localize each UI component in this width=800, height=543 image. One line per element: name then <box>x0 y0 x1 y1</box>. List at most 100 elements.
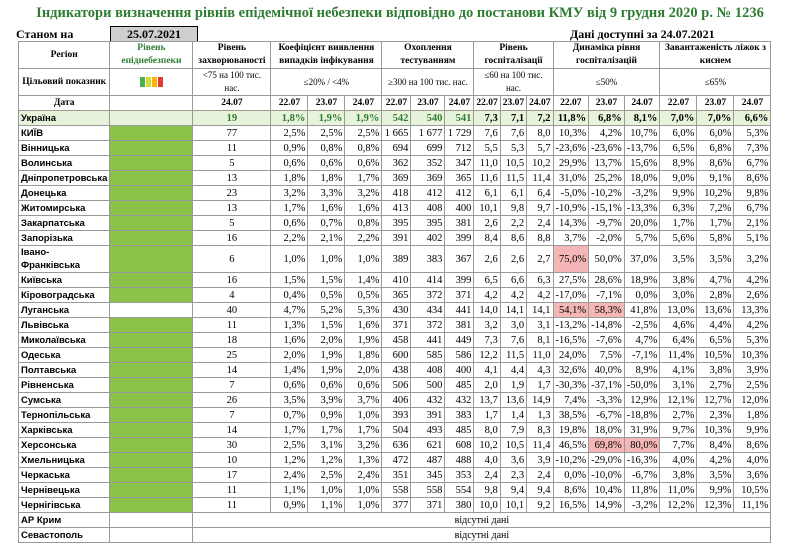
detection-cell: 0,6% <box>270 155 309 171</box>
dyn-cell: 19,8% <box>552 422 590 438</box>
level-cell <box>109 110 194 126</box>
dyn-cell: -7,6% <box>588 332 625 348</box>
beds-cell: 7,3% <box>733 140 772 156</box>
dyn-cell: -13,3% <box>623 200 661 216</box>
detection-cell: 1,7% <box>270 422 309 438</box>
testing-cell: 371 <box>410 497 446 513</box>
dyn-cell: 18,0% <box>623 170 661 186</box>
detection-cell: 3,2% <box>344 437 383 453</box>
detection-cell: 0,7% <box>270 407 309 423</box>
hosp-cell: 10,2 <box>526 155 554 171</box>
region-name: Кіровоградська <box>17 287 111 303</box>
testing-cell: 699 <box>410 140 446 156</box>
testing-cell: 345 <box>410 467 446 483</box>
detection-cell: 1,9% <box>307 347 346 363</box>
hosp-cell: 1,4 <box>499 407 528 423</box>
detection-cell: 0,5% <box>307 287 346 303</box>
region-row: Сумська 26 3,5% 3,9% 3,7% 406 432 432 13,7 13,6 14… <box>17 392 772 408</box>
detection-cell: 1,0% <box>270 245 309 273</box>
dyn-cell: -16,5% <box>552 332 590 348</box>
testing-cell: 585 <box>410 347 446 363</box>
date-cell: 22.07 <box>552 95 590 111</box>
detection-cell: 1,6% <box>270 332 309 348</box>
table-body: Україна 19 1,8% 1,9% 1,9% 542 540 541 7,… <box>17 110 772 543</box>
testing-cell: 400 <box>444 362 475 378</box>
beds-cell: 4,1% <box>659 362 698 378</box>
dyn-cell: 18,9% <box>623 272 661 288</box>
detection-cell: 0,8% <box>344 140 383 156</box>
hosp-cell: 12,2 <box>473 347 501 363</box>
hosp-cell: 11,0 <box>473 155 501 171</box>
beds-cell: 10,5% <box>733 482 772 498</box>
beds-cell: 4,6% <box>659 317 698 333</box>
hosp-cell: 8,1 <box>526 332 554 348</box>
testing-cell: 372 <box>410 287 446 303</box>
hosp-cell: 4,3 <box>526 362 554 378</box>
dyn-cell: -2,0% <box>588 230 625 246</box>
detection-cell: 2,4% <box>270 467 309 483</box>
incidence-cell: 5 <box>192 215 272 231</box>
beds-cell: 11,0% <box>659 482 698 498</box>
incidence-cell: 7 <box>192 407 272 423</box>
detection-cell: 1,8% <box>270 110 309 126</box>
target-detection: ≤20% / <4% <box>270 68 383 96</box>
hosp-cell: 3,1 <box>526 317 554 333</box>
detection-cell: 1,5% <box>270 272 309 288</box>
level-cell <box>109 230 194 246</box>
testing-cell: 600 <box>381 347 412 363</box>
beds-cell: 6,4% <box>659 332 698 348</box>
detection-cell: 0,6% <box>270 215 309 231</box>
region-row: Харківська 14 1,7% 1,7% 1,7% 504 493 485 8,0 7,9 8… <box>17 422 772 438</box>
region-row: Чернівецька 11 1,1% 1,0% 1,0% 558 558 554 9,8 9,4… <box>17 482 772 498</box>
beds-cell: 6,7% <box>733 200 772 216</box>
detection-cell: 2,2% <box>270 230 309 246</box>
hosp-cell: 6,1 <box>473 185 501 201</box>
hosp-cell: 2,0 <box>473 377 501 393</box>
testing-cell: 353 <box>444 467 475 483</box>
detection-cell: 3,9% <box>307 392 346 408</box>
date-cell: 24.07 <box>623 95 661 111</box>
dyn-cell: 10,7% <box>623 125 661 141</box>
beds-cell: 6,3% <box>659 200 698 216</box>
testing-cell: 412 <box>410 185 446 201</box>
testing-cell: 500 <box>410 377 446 393</box>
hosp-cell: 9,4 <box>499 482 528 498</box>
testing-cell: 485 <box>444 377 475 393</box>
page-title: Індикатори визначення рівнів епідемічної… <box>0 0 800 26</box>
testing-cell: 636 <box>381 437 412 453</box>
beds-cell: 3,5% <box>696 467 735 483</box>
dyn-cell: 5,7% <box>623 230 661 246</box>
region-name: Львівська <box>17 317 111 333</box>
testing-cell: 554 <box>444 482 475 498</box>
region-name: Тернопільська <box>17 407 111 423</box>
dyn-cell: 11,8% <box>552 110 590 126</box>
hosp-cell: 7,1 <box>499 110 528 126</box>
date-cell: 22.07 <box>473 95 501 111</box>
testing-cell: 472 <box>381 452 412 468</box>
dyn-cell: -23,6% <box>588 140 625 156</box>
legend-swatch <box>151 77 157 87</box>
beds-cell: 3,5% <box>696 245 735 273</box>
hosp-cell: 1,7 <box>473 407 501 423</box>
region-name: КИЇВ <box>17 125 111 141</box>
date-cell: 22.07 <box>270 95 309 111</box>
date-level <box>109 95 194 111</box>
testing-cell: 558 <box>381 482 412 498</box>
date-cell: 24.07 <box>344 95 383 111</box>
detection-cell: 3,3% <box>307 185 346 201</box>
beds-cell: 3,9% <box>733 362 772 378</box>
hosp-cell: 8,0 <box>473 422 501 438</box>
detection-cell: 2,2% <box>344 230 383 246</box>
detection-cell: 2,5% <box>270 125 309 141</box>
dyn-cell: 69,8% <box>588 437 625 453</box>
detection-cell: 0,6% <box>307 155 346 171</box>
region-name: Хмельницька <box>17 452 111 468</box>
testing-cell: 493 <box>410 422 446 438</box>
beds-cell: 6,7% <box>733 155 772 171</box>
region-name: Миколаївська <box>17 332 111 348</box>
testing-cell: 540 <box>410 110 446 126</box>
testing-cell: 383 <box>410 245 446 273</box>
level-cell <box>109 215 194 231</box>
incidence-cell: 17 <box>192 467 272 483</box>
hosp-cell: 3,9 <box>526 452 554 468</box>
